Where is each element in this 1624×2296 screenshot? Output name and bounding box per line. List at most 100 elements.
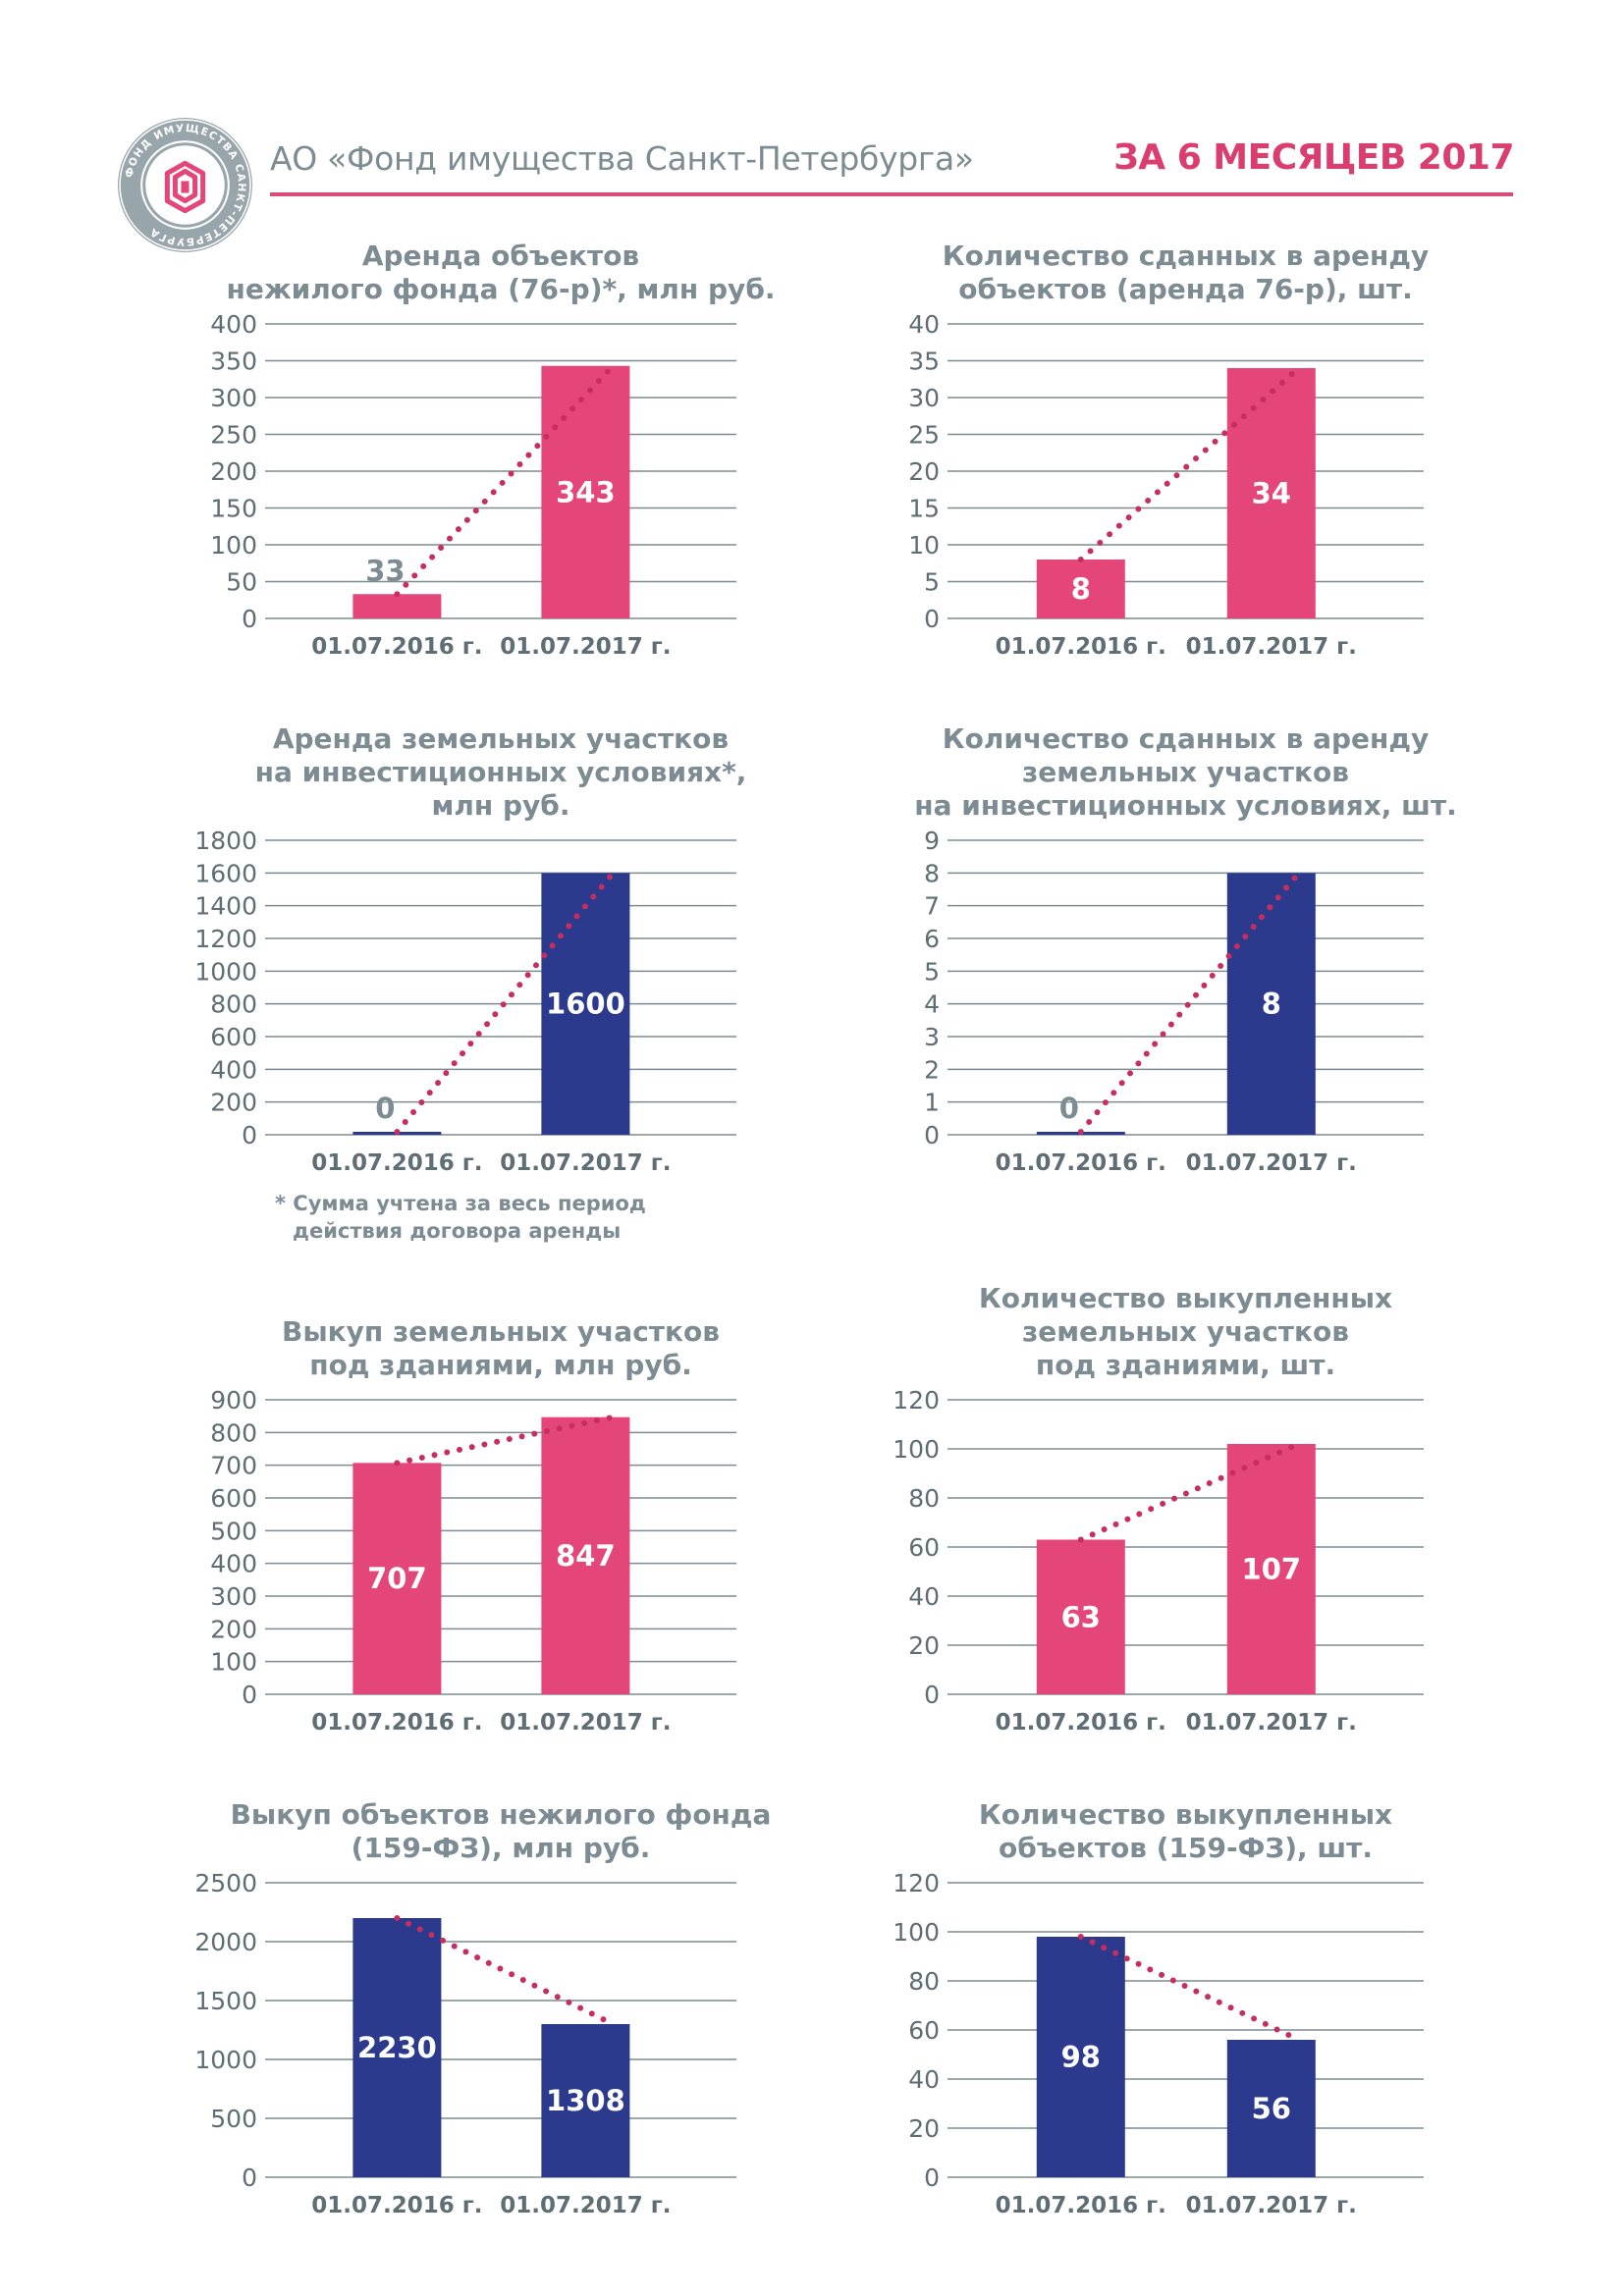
bar	[1036, 560, 1125, 618]
y-tick-label: 600	[210, 1484, 257, 1513]
y-tick-label: 120	[893, 1386, 940, 1415]
y-tick-label: 6	[924, 925, 940, 953]
y-tick-label: 2000	[194, 1928, 257, 1956]
data-label: 8	[1071, 572, 1091, 606]
chart-title-line: Количество сданных в аренду	[943, 722, 1430, 755]
y-tick-label: 1500	[194, 1987, 257, 2015]
x-tick-label: 01.07.2017 г.	[500, 1710, 671, 1735]
trend-line	[394, 1414, 617, 1467]
bar	[352, 1463, 442, 1694]
data-label: 33	[365, 554, 405, 587]
x-tick-label: 01.07.2017 г.	[1186, 1710, 1357, 1735]
y-tick-label: 700	[210, 1452, 257, 1480]
bar	[541, 365, 630, 618]
data-label: 707	[367, 1562, 427, 1595]
footnote: * Сумма учтена за весь период действия д…	[275, 1190, 646, 1245]
chart-title-line: под зданиями, шт.	[1036, 1349, 1335, 1381]
y-tick-label: 5	[924, 957, 940, 986]
y-tick-label: 1	[924, 1089, 940, 1117]
y-tick-label: 300	[210, 1582, 257, 1611]
y-tick-label: 1000	[194, 2046, 257, 2074]
bar	[1036, 1539, 1125, 1694]
x-tick-label: 01.07.2016 г.	[311, 634, 482, 660]
y-tick-label: 25	[908, 421, 940, 450]
y-tick-label: 500	[210, 1517, 257, 1545]
y-tick-label: 1200	[194, 925, 257, 953]
data-label: 34	[1252, 477, 1291, 510]
x-tick-label: 01.07.2017 г.	[1186, 2193, 1357, 2218]
y-tick-label: 20	[908, 457, 940, 486]
chart-title-line: Выкуп объектов нежилого фонда	[231, 1798, 772, 1831]
y-tick-label: 80	[908, 1967, 940, 1996]
y-tick-label: 5	[924, 568, 940, 597]
trend-line	[394, 870, 617, 1135]
bar	[352, 1918, 442, 2177]
y-tick-label: 800	[210, 990, 257, 1019]
y-tick-label: 200	[210, 1615, 257, 1643]
trend-line	[1077, 1934, 1302, 2043]
chart-title-line: Количество выкупленных	[979, 1282, 1392, 1314]
x-tick-label: 01.07.2017 г.	[500, 2193, 671, 2218]
chart-title-line: нежилого фонда (76-р)*, млн руб.	[226, 273, 775, 305]
logo: ФОНД ИМУЩЕСТВА САНКТ-ПЕТЕРБУРГА	[118, 118, 252, 252]
x-tick-label: 01.07.2016 г.	[311, 1150, 482, 1176]
footnote-line-1: * Сумма учтена за весь период	[275, 1192, 646, 1215]
y-tick-label: 1600	[194, 859, 257, 887]
footnote-line-2: действия договора аренды	[293, 1219, 622, 1243]
y-tick-label: 350	[210, 347, 257, 376]
y-tick-label: 0	[924, 1121, 940, 1149]
data-label: 1600	[546, 988, 625, 1021]
y-tick-label: 0	[242, 1121, 257, 1149]
y-tick-label: 20	[908, 1631, 940, 1660]
data-label: 343	[556, 475, 616, 508]
bar	[541, 873, 630, 1135]
y-tick-label: 600	[210, 1023, 257, 1051]
y-tick-label: 200	[210, 457, 257, 486]
y-tick-label: 100	[893, 1918, 940, 1947]
y-tick-label: 150	[210, 495, 257, 523]
chart-title-line: объектов (159-ФЗ), шт.	[999, 1832, 1373, 1864]
x-tick-label: 01.07.2016 г.	[311, 1710, 482, 1735]
header-divider	[270, 192, 1513, 196]
y-tick-label: 2	[924, 1055, 940, 1084]
x-tick-label: 01.07.2017 г.	[1186, 634, 1357, 660]
y-tick-label: 30	[908, 384, 940, 412]
data-label: 2230	[357, 2031, 437, 2064]
bar	[1226, 1444, 1316, 1694]
y-tick-label: 8	[924, 859, 940, 887]
y-tick-label: 40	[908, 1582, 940, 1611]
chart-title-line: Аренда объектов	[362, 240, 639, 272]
y-tick-label: 1400	[194, 892, 257, 921]
chart-title-line: на инвестиционных условиях, шт.	[914, 789, 1457, 822]
x-tick-label: 01.07.2017 г.	[500, 1150, 671, 1176]
y-tick-label: 60	[908, 1533, 940, 1562]
chart-title-line: на инвестиционных условиях*,	[255, 756, 747, 788]
y-tick-label: 1000	[194, 957, 257, 986]
y-tick-label: 0	[924, 605, 940, 633]
report-period: ЗА 6 МЕСЯЦЕВ 2017	[1113, 137, 1514, 178]
chart-title-line: объектов (аренда 76-р), шт.	[958, 273, 1413, 305]
trend-line	[394, 1915, 617, 2027]
y-tick-label: 0	[924, 2163, 940, 2192]
organization-name: АО «Фонд имущества Санкт-Петербурга»	[270, 139, 974, 178]
bar	[1226, 2040, 1316, 2177]
y-tick-label: 500	[210, 2105, 257, 2133]
trend-line	[1077, 1441, 1302, 1543]
x-tick-label: 01.07.2017 г.	[1186, 1150, 1357, 1176]
chart-title-line: Количество сданных в аренду	[943, 240, 1430, 272]
bar	[1036, 1937, 1125, 2177]
trend-line	[1077, 365, 1302, 562]
chart-title-line: млн руб.	[432, 789, 570, 822]
y-tick-label: 100	[893, 1435, 940, 1464]
y-tick-label: 400	[210, 1055, 257, 1084]
y-tick-label: 400	[210, 1550, 257, 1578]
x-tick-label: 01.07.2017 г.	[500, 634, 671, 660]
data-label: 0	[375, 1092, 395, 1125]
chart-title-line: земельных участков	[1022, 756, 1349, 788]
